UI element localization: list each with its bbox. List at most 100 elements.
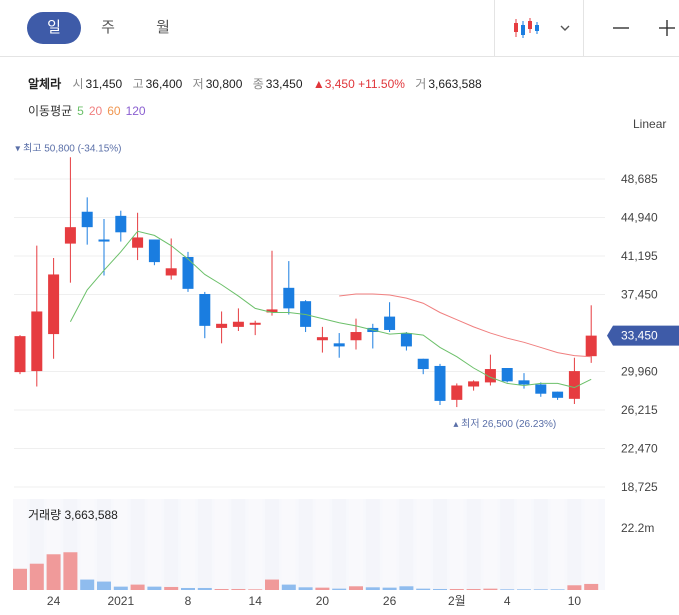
price-info-line: 알체라 시 31,450 고 36,400 저 30,800 종 33,450 ▲3,4…: [28, 75, 489, 92]
candle-body: [266, 309, 278, 313]
volume-bar: [349, 586, 363, 590]
ma5-legend[interactable]: 5: [77, 104, 84, 118]
close-value: 33,450: [265, 77, 303, 91]
volume-column-bg: [97, 499, 111, 590]
scale-mode-button[interactable]: Linear: [633, 117, 667, 131]
candle-body: [199, 293, 211, 326]
volume-column-bg: [399, 499, 414, 590]
volume-column-bg: [164, 499, 179, 590]
volume-column-bg: [315, 499, 330, 590]
high-label: 고: [132, 77, 144, 91]
chevron-down-icon[interactable]: [556, 10, 574, 46]
high-value: 36,400: [145, 77, 183, 91]
volume-column-bg: [365, 499, 380, 590]
candle-body: [316, 337, 328, 341]
volume-column-bg: [433, 499, 447, 590]
volume-column-bg: [466, 499, 481, 590]
volume-bar: [382, 587, 397, 590]
volume-column-bg: [517, 499, 531, 590]
volume-column-bg: [130, 499, 145, 590]
volume-bar: [298, 587, 313, 590]
volume-bar: [315, 587, 330, 590]
y-tick-label: 29,960: [621, 365, 658, 379]
volume-bar: [214, 588, 229, 590]
volume-panel-title: 거래량 3,663,588: [28, 508, 118, 522]
x-tick-label: 14: [249, 594, 263, 608]
close-label: 종: [252, 77, 264, 91]
change-value: ▲3,450: [312, 77, 355, 91]
volume-column-bg: [567, 499, 582, 590]
moving-average-legend: 이동평균 5 20 60 120: [28, 102, 151, 119]
volume-bar: [533, 589, 548, 590]
tab-month[interactable]: 월: [156, 19, 170, 36]
candle-body: [48, 274, 60, 335]
x-tick-label: 10: [568, 594, 582, 608]
volume-column-bg: [147, 499, 162, 590]
volume-bar: [231, 588, 246, 590]
volume-column-bg: [483, 499, 498, 590]
volume-bar: [164, 586, 179, 590]
volume-column-bg: [80, 499, 95, 590]
candle-body: [484, 369, 496, 383]
y-axis: 48,685 44,940 41,195 37,450 29,960 26,215 22,4…: [621, 172, 658, 535]
candle-body: [384, 316, 396, 330]
volume-bar: [365, 587, 380, 590]
candle-body: [182, 256, 194, 289]
current-price-tag: [607, 325, 679, 346]
ma5-line: [69, 230, 592, 389]
candle-body: [132, 237, 144, 248]
volume-column-bg: [13, 499, 27, 590]
volume-bar: [416, 588, 431, 590]
candle-body: [333, 343, 345, 347]
x-tick-label: 26: [383, 594, 397, 608]
x-tick-label: 20: [316, 594, 330, 608]
volume-bar: [130, 584, 145, 590]
candle-body: [249, 322, 261, 325]
candle-body: [350, 332, 362, 341]
x-tick-label: 4: [504, 594, 511, 608]
volume-column-bg: [181, 499, 195, 590]
volume-bar: [147, 586, 162, 590]
candle-body: [501, 368, 513, 382]
ma20-line: [339, 293, 592, 358]
volume-column-bg: [382, 499, 397, 590]
toolbar-divider: [583, 0, 584, 56]
x-tick-label: 8: [185, 594, 192, 608]
minus-icon[interactable]: [606, 10, 636, 46]
ma20-legend[interactable]: 20: [88, 104, 103, 118]
volume-panel-background: [13, 499, 605, 590]
volume-bar: [181, 587, 195, 590]
candle-body: [417, 358, 429, 370]
volume-column-bg: [349, 499, 363, 590]
y-tick-label: 41,195: [621, 249, 658, 263]
candle-body: [283, 287, 295, 309]
volume-column-bg: [113, 499, 128, 590]
candle-body: [31, 311, 43, 372]
volume-bar: [281, 584, 296, 590]
stock-name: 알체라: [28, 77, 62, 91]
candle-body: [468, 381, 480, 387]
volume-bar: [265, 579, 279, 590]
candle-body: [535, 384, 547, 394]
current-price-label: 33,450: [621, 329, 658, 343]
volume-bar: [197, 587, 212, 590]
volume-column-bg: [550, 499, 565, 590]
volume-bar: [46, 554, 61, 590]
volume-bar: [97, 581, 111, 590]
ma60-legend[interactable]: 60: [107, 104, 121, 118]
volume-bar: [517, 589, 531, 590]
candle-body: [98, 239, 110, 242]
plus-icon[interactable]: [652, 10, 679, 46]
tab-week[interactable]: 주: [101, 19, 115, 36]
volume-bar: [584, 583, 599, 590]
ma120-legend[interactable]: 120: [125, 104, 146, 118]
volume-bar: [399, 586, 414, 590]
tab-day[interactable]: 일: [27, 12, 81, 44]
low-label: 저: [192, 77, 204, 91]
x-axis: 24 2021 8 14 20 26 2월 4 10: [47, 594, 581, 608]
x-tick-label: 24: [47, 594, 61, 608]
volume-bar: [550, 589, 565, 590]
volume-bar: [433, 588, 447, 590]
candlestick-icon[interactable]: [508, 10, 544, 46]
volume-bar: [113, 586, 128, 590]
